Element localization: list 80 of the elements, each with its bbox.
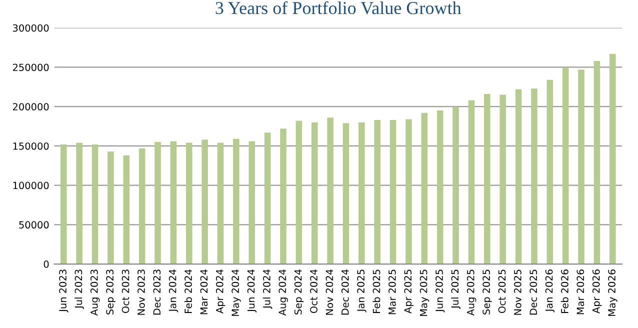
bar (562, 68, 569, 264)
bar (421, 112, 428, 264)
x-tick-label: Sep 2023 (106, 270, 116, 314)
y-tick-label: 250000 (12, 64, 49, 72)
x-tick-label: May 2024 (232, 269, 241, 316)
x-tick-label: Oct 2023 (122, 270, 130, 313)
bar (138, 148, 146, 264)
bar (610, 54, 616, 264)
bar (406, 119, 412, 264)
x-tick-label: May 2025 (420, 270, 430, 316)
chart-title: 3 Years of Portfolio Value Growth (216, 1, 462, 14)
bar (76, 142, 82, 264)
bar (233, 138, 240, 264)
bar (202, 140, 208, 264)
bar (436, 110, 444, 264)
x-tick-label: Apr 2026 (592, 270, 602, 314)
x-tick-label: Dec 2024 (341, 269, 349, 315)
x-tick-label: Mar 2024 (200, 269, 208, 314)
bar (186, 142, 192, 264)
bar (327, 118, 334, 264)
x-tick-label: Dec 2023 (153, 270, 161, 315)
x-tick-label: May 2026 (608, 270, 618, 316)
x-tick-label: Nov 2023 (138, 270, 145, 315)
x-tick-label: Aug 2025 (466, 270, 476, 316)
x-tick-label: Jun 2023 (59, 270, 68, 312)
x-tick-label: Jul 2024 (262, 269, 272, 309)
x-tick-label: Jan 2024 (168, 269, 178, 312)
y-tick-label: 100000 (13, 182, 49, 190)
bar (296, 120, 302, 264)
x-tick-label: Feb 2026 (560, 270, 568, 313)
bar (500, 94, 506, 264)
x-tick-label: Nov 2025 (514, 270, 522, 315)
bar (578, 70, 584, 264)
bar (358, 122, 365, 264)
y-tick-label: 200000 (12, 103, 49, 110)
x-tick-label: Oct 2025 (498, 270, 506, 313)
x-tick-label: Feb 2025 (372, 270, 380, 313)
y-tick-label: 300000 (12, 24, 49, 32)
y-tick-label: 50000 (19, 221, 49, 229)
y-tick-label: 150000 (13, 142, 49, 150)
bar (374, 120, 380, 264)
x-tick-label: Aug 2024 (278, 269, 288, 316)
x-tick-label: Feb 2024 (184, 269, 192, 313)
x-tick-label: Jan 2026 (545, 270, 555, 312)
bar (60, 144, 67, 264)
bar (280, 128, 286, 264)
x-tick-label: Mar 2026 (576, 270, 584, 314)
x-tick-label: Jun 2024 (247, 269, 256, 312)
bar (452, 106, 459, 264)
x-tick-label: Apr 2025 (404, 270, 414, 314)
x-tick-label: Jul 2025 (451, 270, 460, 309)
x-tick-label: Oct 2024 (310, 269, 318, 313)
x-tick-label: Apr 2024 (216, 269, 226, 314)
x-tick-label: Jul 2023 (74, 270, 84, 309)
bar (515, 89, 522, 264)
bar (170, 141, 177, 264)
bar (594, 60, 600, 264)
bar (468, 100, 475, 264)
x-tick-label: Mar 2025 (388, 270, 396, 314)
bar (123, 155, 130, 264)
x-tick-label: Nov 2024 (326, 269, 334, 315)
bar (264, 132, 271, 264)
bar (484, 94, 490, 264)
x-tick-label: Aug 2023 (90, 270, 100, 316)
x-tick-label: Jun 2025 (436, 270, 445, 312)
bar (311, 122, 318, 264)
x-tick-label: Jan 2025 (357, 270, 366, 312)
bar (390, 120, 396, 264)
x-tick-label: Dec 2025 (530, 270, 538, 315)
bar (92, 144, 98, 264)
bar (546, 80, 554, 264)
y-tick-label: 0 (44, 260, 49, 268)
bar (154, 142, 161, 264)
bar (342, 123, 350, 264)
bar (531, 88, 538, 264)
x-tick-label: Sep 2024 (294, 269, 304, 314)
bar (108, 151, 114, 264)
x-tick-label: Sep 2025 (482, 270, 492, 314)
bar (217, 142, 224, 264)
bar (248, 141, 256, 264)
